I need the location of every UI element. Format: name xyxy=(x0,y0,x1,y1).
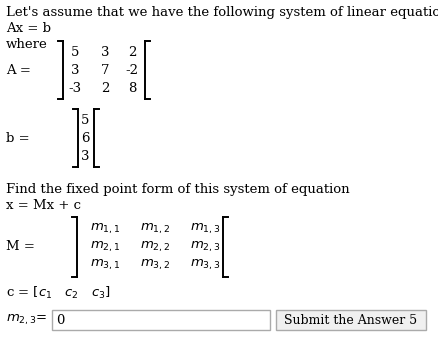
Text: $m_{3,2}$: $m_{3,2}$ xyxy=(140,258,170,272)
Text: $m_{1,2}$: $m_{1,2}$ xyxy=(140,222,170,236)
Text: $m_{2,3}$: $m_{2,3}$ xyxy=(190,240,220,254)
Text: $m_{3,1}$: $m_{3,1}$ xyxy=(90,258,120,272)
Text: where: where xyxy=(6,38,48,51)
Text: b =: b = xyxy=(6,131,30,144)
Text: $m_{3,3}$: $m_{3,3}$ xyxy=(190,258,220,272)
Text: Submit the Answer 5: Submit the Answer 5 xyxy=(284,314,417,326)
Text: Find the fixed point form of this system of equation: Find the fixed point form of this system… xyxy=(6,183,350,196)
Text: M =: M = xyxy=(6,240,35,253)
Text: 0: 0 xyxy=(56,314,64,326)
Text: $m_{1,1}$: $m_{1,1}$ xyxy=(90,222,120,236)
Text: $m_{2,3}$=: $m_{2,3}$= xyxy=(6,313,47,327)
Text: 2: 2 xyxy=(101,81,109,95)
Text: x = Mx + c: x = Mx + c xyxy=(6,199,81,212)
Text: A =: A = xyxy=(6,63,31,76)
Text: 8: 8 xyxy=(128,81,136,95)
Text: -3: -3 xyxy=(68,81,81,95)
Text: 2: 2 xyxy=(128,46,136,58)
Bar xyxy=(276,310,426,330)
Text: 7: 7 xyxy=(101,63,109,76)
Text: 5: 5 xyxy=(81,114,89,126)
Text: $m_{2,1}$: $m_{2,1}$ xyxy=(90,240,120,254)
Text: 3: 3 xyxy=(71,63,79,76)
Text: 5: 5 xyxy=(71,46,79,58)
Text: c = $[c_1 \quad c_2 \quad c_3]$: c = $[c_1 \quad c_2 \quad c_3]$ xyxy=(6,285,111,301)
Text: Ax = b: Ax = b xyxy=(6,22,51,35)
Text: 3: 3 xyxy=(101,46,109,58)
Text: -2: -2 xyxy=(126,63,138,76)
Text: 3: 3 xyxy=(81,149,89,162)
Text: $m_{2,2}$: $m_{2,2}$ xyxy=(140,240,170,254)
Text: $m_{1,3}$: $m_{1,3}$ xyxy=(190,222,220,236)
Text: Let's assume that we have the following system of linear equations: Let's assume that we have the following … xyxy=(6,6,438,19)
Bar xyxy=(52,310,270,330)
Text: 6: 6 xyxy=(81,131,89,144)
